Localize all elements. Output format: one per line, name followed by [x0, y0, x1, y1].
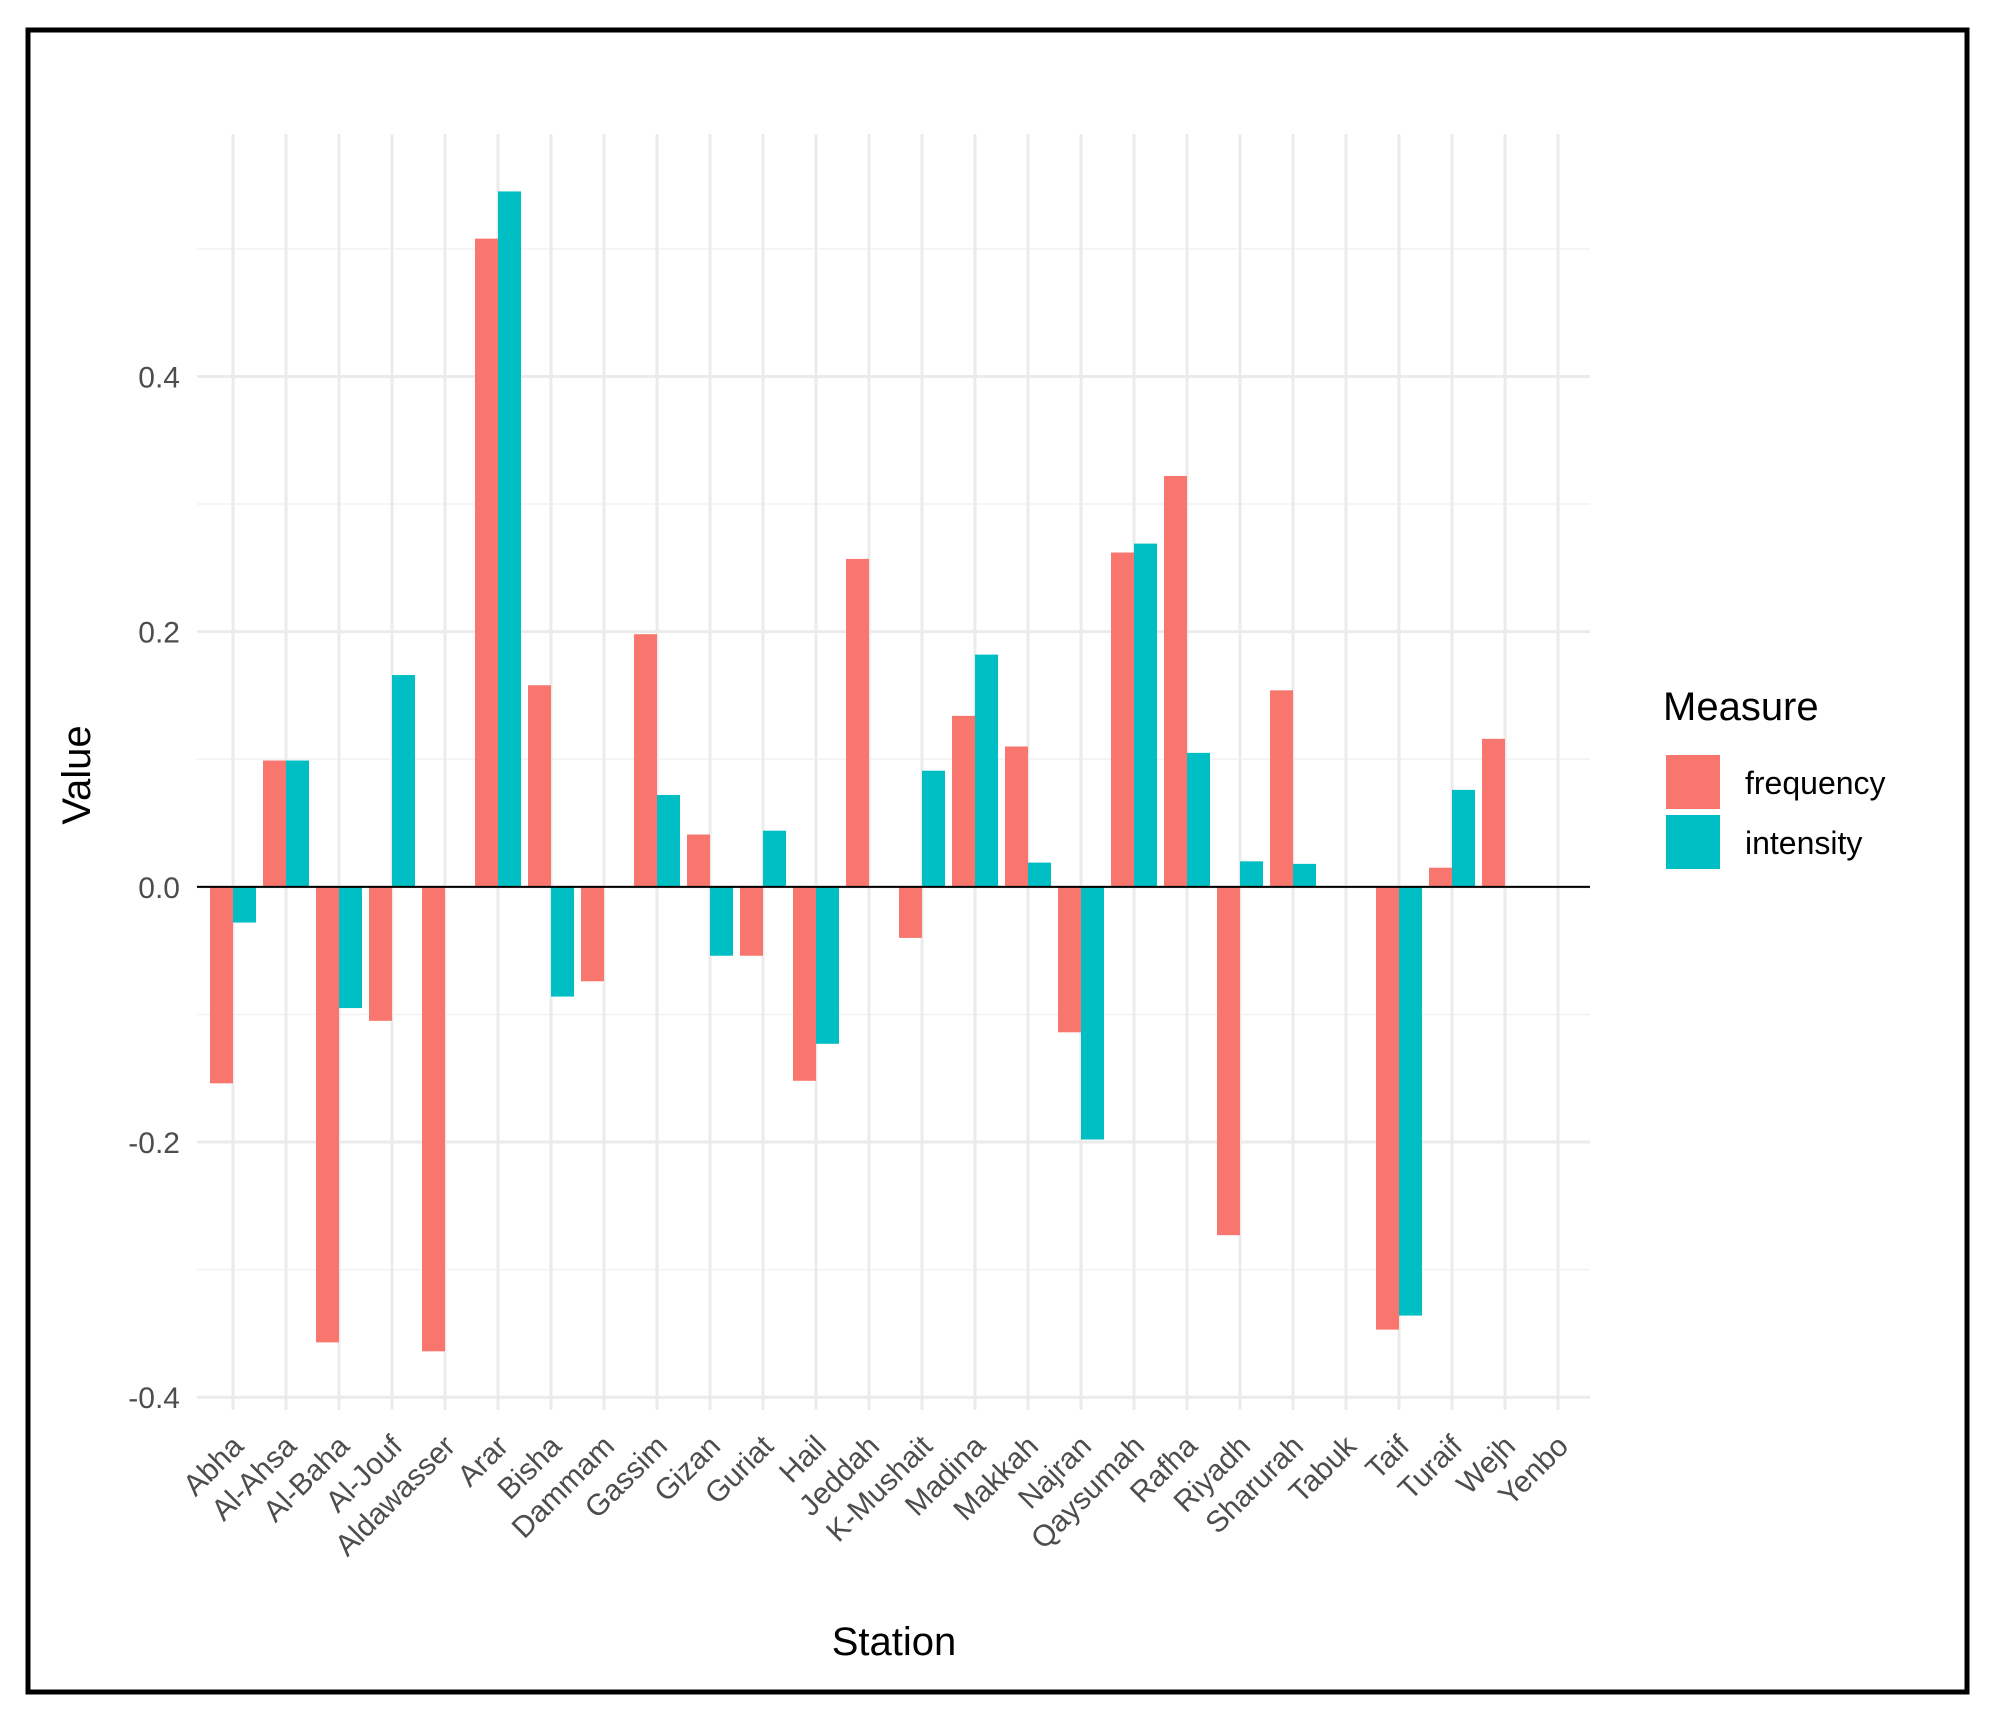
bar-frequency-abha	[210, 886, 233, 1084]
bar-intensity-taif	[1399, 886, 1422, 1316]
bar-frequency-rafha	[1164, 475, 1187, 887]
bar-frequency-k-mushait	[899, 886, 922, 938]
bar-frequency-jeddah	[846, 558, 869, 887]
bar-intensity-riyadh	[1240, 861, 1263, 887]
legend-key-intensity	[1666, 815, 1720, 869]
bar-frequency-sharurah	[1270, 690, 1293, 887]
bar-intensity-turaif	[1452, 789, 1475, 887]
bar-intensity-najran	[1081, 886, 1104, 1140]
bar-frequency-gassim	[634, 634, 657, 887]
bars	[210, 191, 1505, 1352]
bar-intensity-al-jouf	[392, 675, 415, 887]
bar-frequency-al-baha	[316, 886, 339, 1343]
bar-frequency-gizan	[687, 834, 710, 887]
bar-intensity-rafha	[1187, 752, 1210, 887]
bar-frequency-aldawasser	[422, 886, 445, 1352]
bar-intensity-hail	[816, 886, 839, 1044]
y-tick-label: -0.2	[128, 1127, 180, 1160]
bar-frequency-makkah	[1005, 746, 1028, 887]
bar-intensity-qaysumah	[1134, 543, 1157, 887]
legend-label-intensity: intensity	[1745, 825, 1862, 861]
bar-intensity-sharurah	[1293, 863, 1316, 887]
legend: Measure frequency intensity	[1663, 685, 1886, 869]
bar-frequency-najran	[1058, 886, 1081, 1033]
bar-frequency-turaif	[1429, 867, 1452, 887]
bar-intensity-al-ahsa	[286, 760, 309, 887]
y-tick-label: 0.2	[138, 617, 180, 650]
bar-frequency-hail	[793, 886, 816, 1081]
bar-frequency-al-jouf	[369, 886, 392, 1021]
bar-frequency-wejh	[1482, 738, 1505, 887]
bar-intensity-bisha	[551, 886, 574, 997]
bar-frequency-taif	[1376, 886, 1399, 1330]
bar-intensity-k-mushait	[922, 770, 945, 887]
x-axis-title: Station	[832, 1620, 957, 1664]
y-axis-title: Value	[55, 725, 99, 824]
bar-frequency-al-ahsa	[263, 760, 286, 887]
bar-intensity-arar	[498, 191, 521, 887]
bar-intensity-gizan	[710, 886, 733, 956]
bar-frequency-madina	[952, 715, 975, 887]
y-tick-labels: -0.4 -0.2 0.0 0.2 0.4	[128, 361, 180, 1415]
bar-frequency-riyadh	[1217, 886, 1240, 1236]
bar-frequency-arar	[475, 238, 498, 887]
bar-intensity-al-baha	[339, 886, 362, 1009]
bar-intensity-guriat	[763, 830, 786, 887]
y-tick-label: -0.4	[128, 1382, 180, 1415]
bar-intensity-makkah	[1028, 862, 1051, 887]
bar-intensity-madina	[975, 654, 998, 887]
y-tick-label: 0.0	[138, 872, 180, 905]
legend-key-frequency	[1666, 755, 1720, 809]
bar-frequency-guriat	[740, 886, 763, 956]
bar-intensity-gassim	[657, 794, 680, 887]
bar-frequency-dammam	[581, 886, 604, 982]
bar-frequency-bisha	[528, 685, 551, 887]
bar-intensity-abha	[233, 886, 256, 923]
legend-title: Measure	[1663, 685, 1819, 729]
bar-frequency-qaysumah	[1111, 552, 1134, 887]
y-tick-label: 0.4	[138, 361, 180, 394]
legend-label-frequency: frequency	[1745, 765, 1886, 801]
